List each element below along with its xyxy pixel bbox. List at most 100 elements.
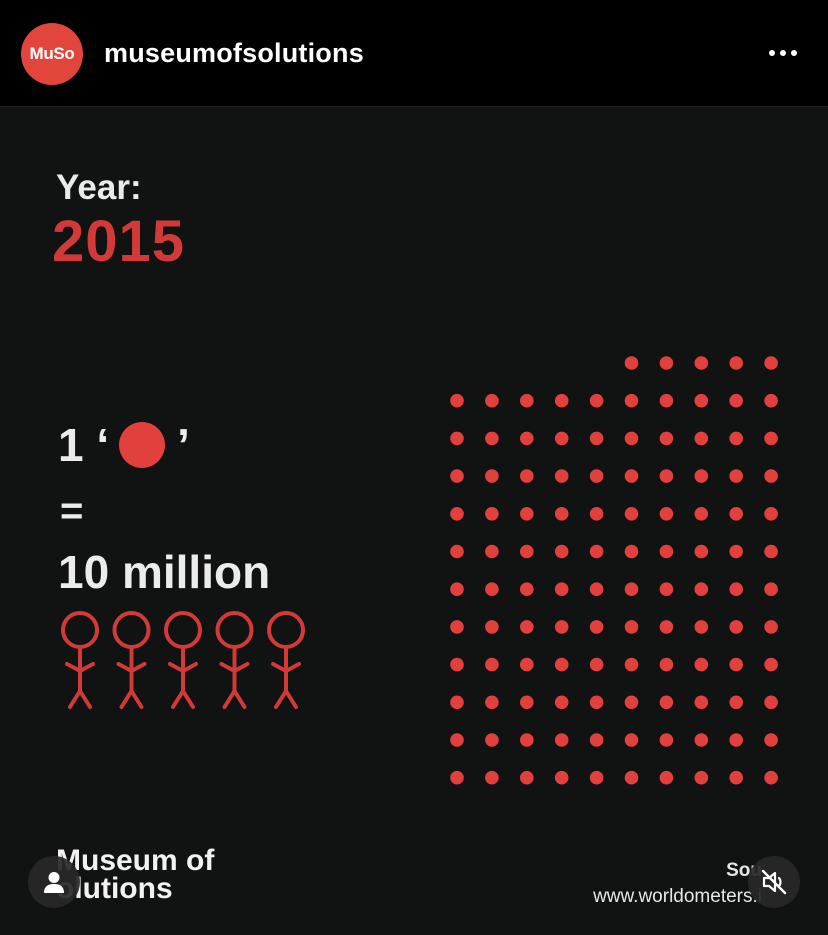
population-dot — [729, 770, 743, 785]
population-dot — [659, 431, 674, 446]
population-dot — [520, 733, 534, 747]
population-dot — [554, 620, 569, 634]
legend-suffix: ’ — [177, 419, 190, 471]
population-dot — [694, 620, 709, 634]
population-dot — [554, 393, 569, 408]
population-dot — [554, 582, 569, 596]
female-figure — [61, 611, 99, 709]
population-dot — [764, 695, 778, 710]
female-figure — [112, 611, 151, 709]
population-dot — [624, 431, 639, 446]
population-dot — [694, 431, 709, 446]
avatar-text: MuSo — [29, 44, 75, 63]
female-figure — [215, 611, 254, 709]
post-media[interactable]: Year: 2015 1 ‘ ’ = 10 million Museum of … — [0, 107, 828, 935]
population-dot — [659, 582, 674, 596]
population-dot — [624, 657, 639, 672]
population-dot — [694, 582, 709, 596]
population-dot — [659, 393, 674, 408]
population-dot — [450, 431, 464, 446]
population-dot — [764, 507, 778, 521]
population-dot — [485, 544, 499, 559]
population-dot — [694, 770, 709, 785]
population-dot — [729, 620, 743, 634]
population-dot — [554, 695, 569, 710]
population-dot — [589, 393, 604, 408]
tagged-users-button[interactable] — [28, 856, 80, 908]
population-dot — [589, 507, 604, 521]
population-dot — [764, 582, 778, 596]
population-dot — [729, 469, 743, 483]
population-dot — [624, 770, 639, 785]
population-dot — [624, 469, 639, 483]
population-dot — [694, 733, 709, 747]
population-dot — [624, 582, 639, 596]
username-link[interactable]: museumofsolutions — [104, 38, 364, 68]
population-dot — [520, 657, 534, 672]
population-dot — [485, 657, 499, 672]
population-dot — [624, 356, 639, 370]
post-header: MuSo museumofsolutions — [0, 0, 828, 107]
more-options-icon[interactable] — [760, 38, 806, 68]
population-dot — [729, 507, 743, 521]
population-dot — [694, 657, 709, 672]
equals-sign: = — [60, 489, 84, 533]
population-dot — [694, 695, 709, 710]
population-dot — [659, 657, 674, 672]
population-dot — [659, 733, 674, 747]
population-dot — [589, 582, 604, 596]
population-dot — [554, 733, 569, 747]
population-dot — [485, 733, 499, 747]
population-dot — [485, 431, 499, 446]
year-label: Year: — [56, 168, 142, 207]
population-dot — [624, 393, 639, 408]
population-dot — [659, 469, 674, 483]
more-dot — [769, 50, 775, 56]
mute-toggle-button[interactable] — [748, 856, 800, 908]
population-dot — [520, 507, 534, 521]
population-dot — [450, 393, 464, 408]
population-dot — [485, 393, 499, 408]
population-dot — [485, 507, 499, 521]
population-dot — [729, 695, 743, 710]
population-dot — [624, 733, 639, 747]
population-dot — [589, 770, 604, 785]
population-dot — [659, 507, 674, 521]
profile-avatar[interactable]: MuSo — [21, 23, 83, 85]
population-dot — [624, 507, 639, 521]
population-dot — [520, 770, 534, 785]
population-dot — [659, 544, 674, 559]
legend-dot — [119, 422, 166, 468]
population-dot — [764, 544, 778, 559]
museum-brand: Museum of olutions — [56, 846, 214, 904]
population-dot — [729, 431, 743, 446]
more-dot — [791, 50, 797, 56]
population-dot — [485, 469, 499, 483]
population-dot — [450, 733, 464, 747]
population-dot — [694, 507, 709, 521]
population-dot — [694, 356, 709, 370]
population-dot — [554, 657, 569, 672]
population-dot — [694, 469, 709, 483]
source-credit: Sou www.worldometers.i — [593, 860, 762, 908]
population-dot — [764, 657, 778, 672]
population-dot — [589, 657, 604, 672]
population-dot — [729, 356, 743, 370]
population-dot — [589, 469, 604, 483]
population-dot — [554, 770, 569, 785]
population-dot — [659, 356, 674, 370]
population-dot-grid — [450, 356, 778, 785]
population-dot — [450, 770, 464, 785]
population-dot — [485, 695, 499, 710]
population-dot — [589, 431, 604, 446]
population-dot — [450, 620, 464, 634]
female-figure — [267, 611, 305, 709]
population-dot — [729, 733, 743, 747]
population-dot — [659, 770, 674, 785]
population-dot — [764, 393, 778, 408]
population-dot — [764, 469, 778, 483]
population-dot — [764, 356, 778, 370]
population-dot — [659, 695, 674, 710]
population-dot — [554, 544, 569, 559]
female-figures-icon — [61, 611, 305, 709]
